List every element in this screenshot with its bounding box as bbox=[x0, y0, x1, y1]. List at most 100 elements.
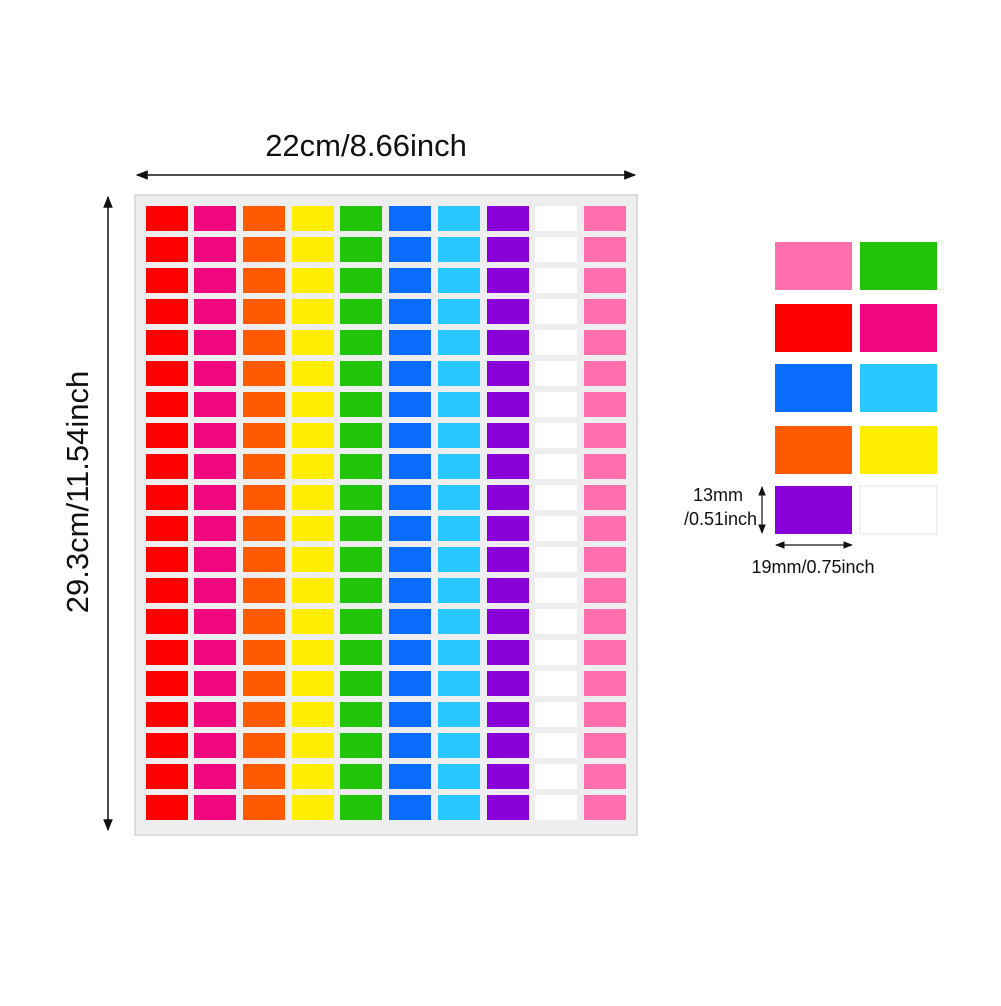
sticker bbox=[340, 206, 382, 231]
sticker bbox=[194, 795, 236, 820]
sticker bbox=[243, 640, 285, 665]
sticker bbox=[292, 609, 334, 634]
sticker bbox=[438, 764, 480, 789]
sticker bbox=[535, 671, 577, 696]
sticker bbox=[584, 609, 626, 634]
sticker bbox=[389, 237, 431, 262]
sticker bbox=[292, 671, 334, 696]
sticker bbox=[535, 330, 577, 355]
sticker bbox=[438, 485, 480, 510]
sticker bbox=[340, 423, 382, 448]
sticker bbox=[438, 609, 480, 634]
sticker bbox=[438, 671, 480, 696]
sticker bbox=[389, 764, 431, 789]
sticker bbox=[438, 330, 480, 355]
sticker bbox=[194, 516, 236, 541]
sticker bbox=[584, 454, 626, 479]
sticker bbox=[194, 361, 236, 386]
sticker bbox=[487, 764, 529, 789]
sticker bbox=[340, 733, 382, 758]
sticker bbox=[584, 671, 626, 696]
sticker bbox=[243, 516, 285, 541]
sticker bbox=[292, 764, 334, 789]
sticker bbox=[194, 454, 236, 479]
sticker bbox=[535, 485, 577, 510]
sticker bbox=[146, 547, 188, 572]
color-swatch bbox=[860, 364, 937, 412]
sticker bbox=[438, 640, 480, 665]
sticker bbox=[146, 516, 188, 541]
sticker bbox=[340, 361, 382, 386]
sticker bbox=[535, 299, 577, 324]
sticker-width-label: 19mm/0.75inch bbox=[751, 557, 874, 577]
sticker bbox=[584, 516, 626, 541]
sticker bbox=[243, 733, 285, 758]
sticker bbox=[584, 392, 626, 417]
sticker bbox=[487, 423, 529, 448]
color-swatches bbox=[775, 242, 938, 535]
sticker bbox=[340, 516, 382, 541]
sticker bbox=[340, 702, 382, 727]
sticker bbox=[292, 702, 334, 727]
sticker bbox=[438, 268, 480, 293]
sticker bbox=[389, 485, 431, 510]
sticker bbox=[146, 733, 188, 758]
sticker bbox=[584, 733, 626, 758]
sticker bbox=[194, 764, 236, 789]
sticker bbox=[243, 702, 285, 727]
sticker bbox=[292, 268, 334, 293]
sticker bbox=[146, 485, 188, 510]
sticker bbox=[243, 547, 285, 572]
sticker bbox=[438, 423, 480, 448]
color-swatch bbox=[860, 242, 937, 290]
color-swatch bbox=[860, 304, 937, 352]
sticker bbox=[194, 702, 236, 727]
sticker bbox=[340, 547, 382, 572]
sticker bbox=[292, 485, 334, 510]
sticker bbox=[292, 640, 334, 665]
sticker bbox=[243, 764, 285, 789]
sticker bbox=[292, 392, 334, 417]
sticker bbox=[535, 578, 577, 603]
sticker bbox=[146, 361, 188, 386]
sticker bbox=[194, 733, 236, 758]
sticker bbox=[340, 392, 382, 417]
sticker bbox=[292, 237, 334, 262]
sticker bbox=[535, 764, 577, 789]
sticker bbox=[584, 578, 626, 603]
sticker bbox=[535, 361, 577, 386]
sticker bbox=[194, 206, 236, 231]
sheet-width-label: 22cm/8.66inch bbox=[265, 128, 467, 163]
sticker bbox=[292, 454, 334, 479]
sticker bbox=[389, 640, 431, 665]
sticker bbox=[146, 268, 188, 293]
sticker bbox=[487, 330, 529, 355]
sticker bbox=[292, 423, 334, 448]
sticker bbox=[438, 702, 480, 727]
sticker bbox=[340, 671, 382, 696]
sticker bbox=[584, 361, 626, 386]
sticker bbox=[438, 299, 480, 324]
sticker bbox=[243, 423, 285, 448]
sticker bbox=[584, 268, 626, 293]
sticker bbox=[146, 454, 188, 479]
sticker bbox=[438, 578, 480, 603]
sticker bbox=[438, 547, 480, 572]
sticker bbox=[389, 609, 431, 634]
sticker bbox=[584, 423, 626, 448]
sticker bbox=[194, 609, 236, 634]
sticker bbox=[584, 299, 626, 324]
sticker bbox=[438, 392, 480, 417]
sticker-height-label: 13mm bbox=[693, 485, 743, 505]
sticker bbox=[340, 237, 382, 262]
sticker bbox=[340, 795, 382, 820]
sticker bbox=[340, 330, 382, 355]
sticker bbox=[389, 268, 431, 293]
sticker bbox=[146, 671, 188, 696]
sticker bbox=[243, 268, 285, 293]
sticker bbox=[292, 299, 334, 324]
sticker bbox=[292, 516, 334, 541]
sticker bbox=[438, 237, 480, 262]
sticker bbox=[146, 764, 188, 789]
sticker bbox=[535, 733, 577, 758]
